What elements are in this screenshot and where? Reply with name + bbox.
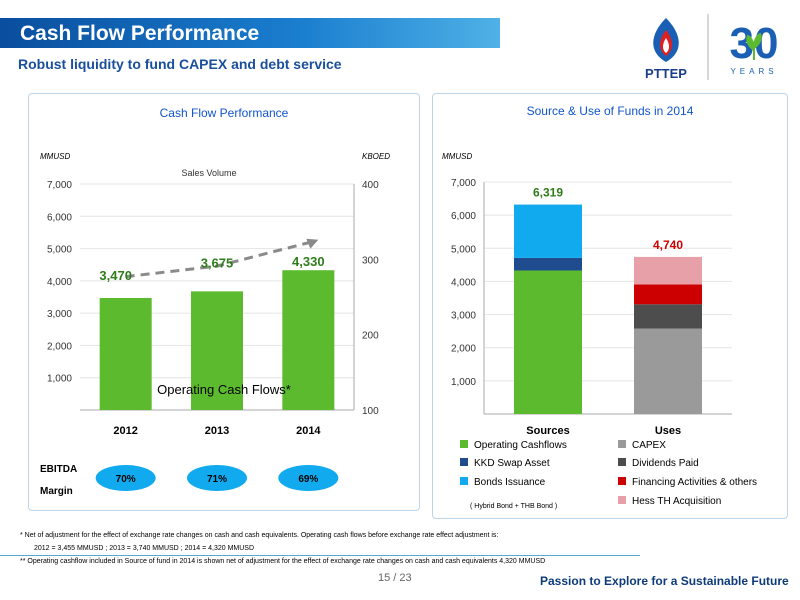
legend-label: Dividends Paid	[632, 458, 699, 469]
margin-label: Margin	[40, 486, 73, 497]
data-label: 4,330	[292, 254, 325, 269]
segment-dividends-paid	[634, 304, 702, 329]
y-tick-label: 6,000	[47, 212, 72, 223]
y-tick-label: 7,000	[47, 180, 72, 191]
legend-label: CAPEX	[632, 440, 666, 451]
y-tick-label: 5,000	[47, 245, 72, 256]
y2-tick-label: 300	[362, 255, 379, 266]
legend-label: Bonds Issuance	[474, 477, 546, 488]
x-tick-label: 2013	[205, 425, 229, 437]
title-bar	[0, 18, 500, 48]
legend-swatch	[460, 477, 468, 485]
chart-title-right: Source & Use of Funds in 2014	[526, 104, 694, 118]
data-label: 3,470	[99, 268, 132, 283]
x-tick-label: 2012	[113, 425, 137, 437]
right-y-unit: MMUSD	[442, 152, 473, 161]
x-tick-label: Sources	[526, 425, 569, 437]
y-tick-label: 4,000	[47, 277, 72, 288]
ebitda-margin-pill	[187, 465, 247, 491]
y2-tick-label: 200	[362, 331, 379, 342]
segment-financing-activities-others	[634, 284, 702, 305]
logo-years: YEARS	[730, 67, 777, 76]
page-title: Cash Flow Performance	[20, 22, 260, 45]
footnote-1: * Net of adjustment for the effect of ex…	[20, 532, 499, 539]
y-tick-label: 2,000	[47, 341, 72, 352]
y-tick-label: 2,000	[451, 344, 476, 355]
total-label: 4,740	[653, 238, 683, 252]
source-use-panel: Source & Use of Funds in 2014	[432, 93, 788, 519]
legend-note: ( Hybrid Bond + THB Bond )	[470, 503, 557, 510]
y-tick-label: 3,000	[451, 311, 476, 322]
sales-volume-arrow-icon	[306, 238, 319, 249]
page-number: 15 / 23	[378, 572, 412, 584]
y-tick-label: 1,000	[47, 374, 72, 385]
legend-swatch	[618, 496, 626, 504]
segment-kkd-swap-asset	[514, 257, 582, 271]
series-label-operating-cash-flows: Operating Cash Flows*	[157, 382, 291, 397]
ebitda-margin-value: 70%	[116, 474, 136, 485]
segment-capex	[634, 328, 702, 414]
ebitda-margin-pill	[278, 465, 339, 491]
legend-swatch	[460, 458, 468, 466]
logo-brand: PTTEP	[645, 66, 687, 81]
legend-label: Operating Cashflows	[474, 440, 567, 451]
y-tick-label: 5,000	[451, 244, 476, 255]
cash-flow-chart: 1,000 2,000 3,000 4,000 5,000 6,000 7,000 100 20…	[40, 168, 379, 497]
legend-swatch	[618, 477, 626, 485]
data-label: 3,675	[201, 255, 234, 270]
x-tick-label: 2014	[296, 425, 321, 437]
segment-hess-th-acquisition	[634, 256, 702, 285]
bar-2013	[191, 291, 243, 410]
ebitda-label: EBITDA	[40, 464, 77, 475]
legend-label: Hess TH Acquisition	[632, 496, 721, 507]
ebitda-margin-value: 69%	[298, 474, 318, 485]
source-use-chart: 1,000 2,000 3,000 4,000 5,000 6,000 7,000 6,319…	[451, 178, 757, 510]
leaf-icon	[746, 32, 762, 60]
legend-label: Financing Activities & others	[632, 477, 757, 488]
y-tick-label: 6,000	[451, 211, 476, 222]
segment-operating-cashflows	[514, 270, 582, 414]
y-tick-label: 7,000	[451, 178, 476, 189]
legend-swatch	[460, 440, 468, 448]
chart-title-left: Cash Flow Performance	[159, 106, 289, 120]
y-tick-label: 3,000	[47, 309, 72, 320]
footnote-rule	[0, 555, 640, 556]
left-y-unit: MMUSD	[40, 152, 71, 161]
bar-2012	[99, 297, 152, 410]
y-tick-label: 4,000	[451, 277, 476, 288]
page-subtitle: Robust liquidity to fund CAPEX and debt …	[18, 56, 342, 72]
legend-swatch	[618, 440, 626, 448]
footnote-1b: 2012 = 3,455 MMUSD ; 2013 = 3,740 MMUSD …	[34, 545, 255, 552]
y2-tick-label: 100	[362, 406, 379, 417]
legend-swatch	[618, 458, 626, 466]
ebitda-margin-pill	[95, 465, 156, 491]
legend-label: KKD Swap Asset	[474, 458, 550, 469]
ebitda-margin-value: 71%	[207, 474, 227, 485]
footnote-2: ** Operating cashflow included in Source…	[20, 558, 546, 565]
sales-volume-line	[125, 241, 309, 279]
pttep-30-years-logo: PTTEP 30 YEARS	[645, 14, 778, 81]
footer-tagline: Passion to Explore for a Sustainable Fut…	[540, 574, 789, 588]
sales-volume-label: Sales Volume	[181, 168, 236, 178]
bar-2014	[282, 270, 335, 410]
left-y2-unit: KBOED	[362, 152, 391, 161]
x-tick-label: Uses	[655, 425, 681, 437]
total-label: 6,319	[533, 186, 563, 200]
segment-bonds-issuance	[514, 204, 582, 258]
y2-tick-label: 400	[362, 180, 379, 191]
y-tick-label: 1,000	[451, 377, 476, 388]
